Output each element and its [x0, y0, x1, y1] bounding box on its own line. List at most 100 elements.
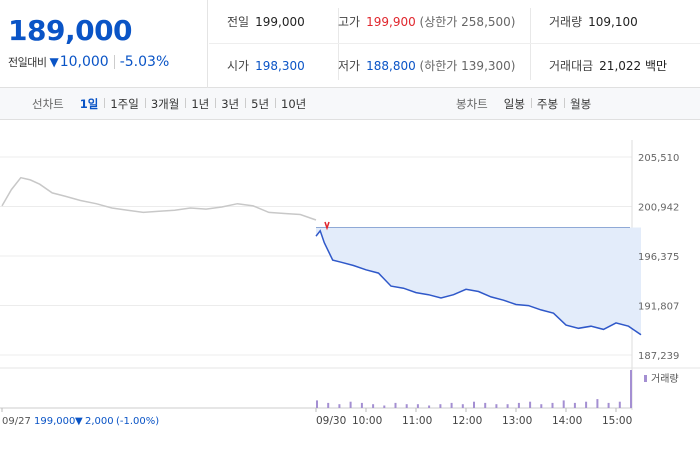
chart-tabbar: 선차트 1일 1주일 3개월 1년 3년 5년 10년 봉차트 일봉 주봉 월봉	[0, 88, 700, 120]
x-tick-label: 09/30	[316, 415, 346, 427]
tab-monthly-candle[interactable]: 월봉	[564, 96, 597, 112]
tab-daily-candle[interactable]: 일봉	[503, 97, 525, 111]
tab-1day[interactable]: 1일	[79, 97, 99, 111]
area-fill	[316, 227, 641, 335]
price-chart: 205,510 200,942 196,375 191,807 187,239 09/3…	[0, 120, 700, 450]
volume-bar	[573, 402, 576, 408]
price-lines	[1, 176, 642, 336]
prev-day-summary: 09/27 199,000 ▼ 2,000 (-1.00%)	[2, 416, 159, 427]
volume-label: 거래량	[549, 15, 583, 29]
stats-table: 전일 199,000 고가 199,900 (상한가 258,500) 거래량 109…	[209, 0, 700, 88]
volume-bar	[416, 404, 419, 408]
low-cell: 저가 188,800 (하한가 139,300)	[338, 44, 515, 88]
amount-value: 21,022 백만	[599, 59, 668, 73]
volume-bar	[585, 401, 588, 408]
volume-bar	[450, 402, 453, 408]
high-label: 고가	[338, 15, 361, 29]
x-tick-label: 14:00	[552, 415, 582, 427]
volume-bar	[630, 370, 632, 408]
volume-legend: 거래량	[651, 373, 679, 385]
prev-day-line	[1, 176, 317, 221]
y-axis: 205,510 200,942 196,375 191,807 187,239	[638, 153, 679, 362]
volume-bar	[439, 404, 442, 408]
volume-bar	[506, 404, 509, 408]
stats-row: 전일 199,000 고가 199,900 (상한가 258,500) 거래량 109…	[209, 0, 700, 44]
tab-10year[interactable]: 10년	[275, 96, 312, 112]
volume-bar	[484, 402, 487, 408]
volume-cell: 거래량 109,100	[549, 0, 638, 44]
volume-bar	[338, 404, 341, 408]
volume-bar	[495, 404, 498, 408]
volume-bar	[316, 400, 318, 408]
high-marker	[324, 221, 330, 231]
x-tick-label: 13:00	[502, 415, 532, 427]
change-row: 전일대비 ▼ 10,000 -5.03%	[8, 54, 169, 70]
change-amount: 10,000	[59, 54, 109, 70]
volume-bar	[372, 404, 375, 408]
y-tick-label: 196,375	[638, 252, 679, 263]
volume-legend-swatch	[644, 375, 647, 382]
volume-bar	[461, 404, 464, 408]
y-tick-label: 187,239	[638, 351, 679, 362]
open-label: 시가	[227, 59, 250, 73]
x-tick-label: 11:00	[402, 415, 432, 427]
prev-close: 199,000	[34, 416, 75, 427]
amount-cell: 거래대금 21,022 백만	[549, 44, 667, 88]
y-tick-label: 191,807	[638, 301, 679, 312]
divider	[338, 8, 339, 80]
low-value: 188,800	[366, 59, 416, 73]
open-cell: 시가 198,300	[227, 44, 305, 88]
current-price-box: 189,000 전일대비 ▼ 10,000 -5.03%	[0, 0, 208, 88]
x-tick-label: 15:00	[602, 415, 632, 427]
y-tick-label: 200,942	[638, 203, 679, 214]
volume-bar	[349, 401, 352, 408]
prev-close-cell: 전일 199,000	[227, 0, 305, 44]
volume-bar	[607, 402, 610, 408]
candle-chart-tabs: 봉차트 일봉 주봉 월봉	[456, 88, 597, 120]
tab-weekly-candle[interactable]: 주봉	[530, 96, 564, 112]
below-prev-close-area	[316, 227, 641, 335]
stats-row: 시가 198,300 저가 188,800 (하한가 139,300) 거래대금 21…	[209, 44, 700, 88]
volume-bars	[316, 370, 632, 408]
volume-bar	[618, 401, 621, 408]
candle-chart-title: 봉차트	[456, 97, 488, 111]
line-chart-title: 선차트	[32, 97, 64, 111]
prev-change: 2,000	[85, 416, 114, 427]
high-cell: 고가 199,900 (상한가 258,500)	[338, 0, 515, 44]
tab-3month[interactable]: 3개월	[144, 96, 185, 112]
prev-percent: (-1.00%)	[116, 416, 159, 427]
tab-5year[interactable]: 5년	[245, 96, 275, 112]
volume-bar	[473, 401, 475, 408]
volume-bar	[428, 405, 431, 408]
lower-limit: (하한가 139,300)	[419, 59, 516, 73]
change-percent: -5.03%	[119, 54, 170, 70]
tab-1year[interactable]: 1년	[185, 96, 215, 112]
x-tick-label: 10:00	[352, 415, 382, 427]
price-chart-svg: 205,510 200,942 196,375 191,807 187,239 09/3…	[0, 140, 700, 427]
prev-date: 09/27	[2, 416, 31, 427]
upper-limit: (상한가 258,500)	[419, 15, 516, 29]
x-axis: 09/30 10:00 11:00 12:00 13:00 14:00 15:00	[1, 408, 632, 427]
current-price: 189,000	[8, 14, 133, 47]
divider	[113, 55, 115, 69]
volume-bar	[540, 404, 543, 408]
down-arrow-icon: ▼	[49, 55, 59, 69]
amount-label: 거래대금	[549, 59, 594, 73]
prev-close-value: 199,000	[255, 15, 305, 29]
volume-bar	[562, 400, 565, 408]
volume-bar	[405, 404, 408, 408]
line-chart-tabs: 선차트 1일 1주일 3개월 1년 3년 5년 10년	[32, 88, 312, 120]
volume-bar	[596, 399, 599, 408]
volume-bar	[551, 402, 554, 408]
volume-bar	[383, 405, 386, 408]
price-panel: 189,000 전일대비 ▼ 10,000 -5.03% 전일 199,000 고…	[0, 0, 700, 88]
change-label: 전일대비	[8, 56, 47, 69]
today-price-line	[315, 229, 642, 336]
volume-bar	[517, 402, 520, 408]
tab-3year[interactable]: 3년	[215, 96, 245, 112]
tab-1week[interactable]: 1주일	[104, 96, 144, 112]
low-label: 저가	[338, 59, 361, 73]
prev-close-label: 전일	[227, 15, 250, 29]
y-tick-label: 205,510	[638, 153, 679, 164]
prev-arrow-icon: ▼	[75, 416, 83, 427]
